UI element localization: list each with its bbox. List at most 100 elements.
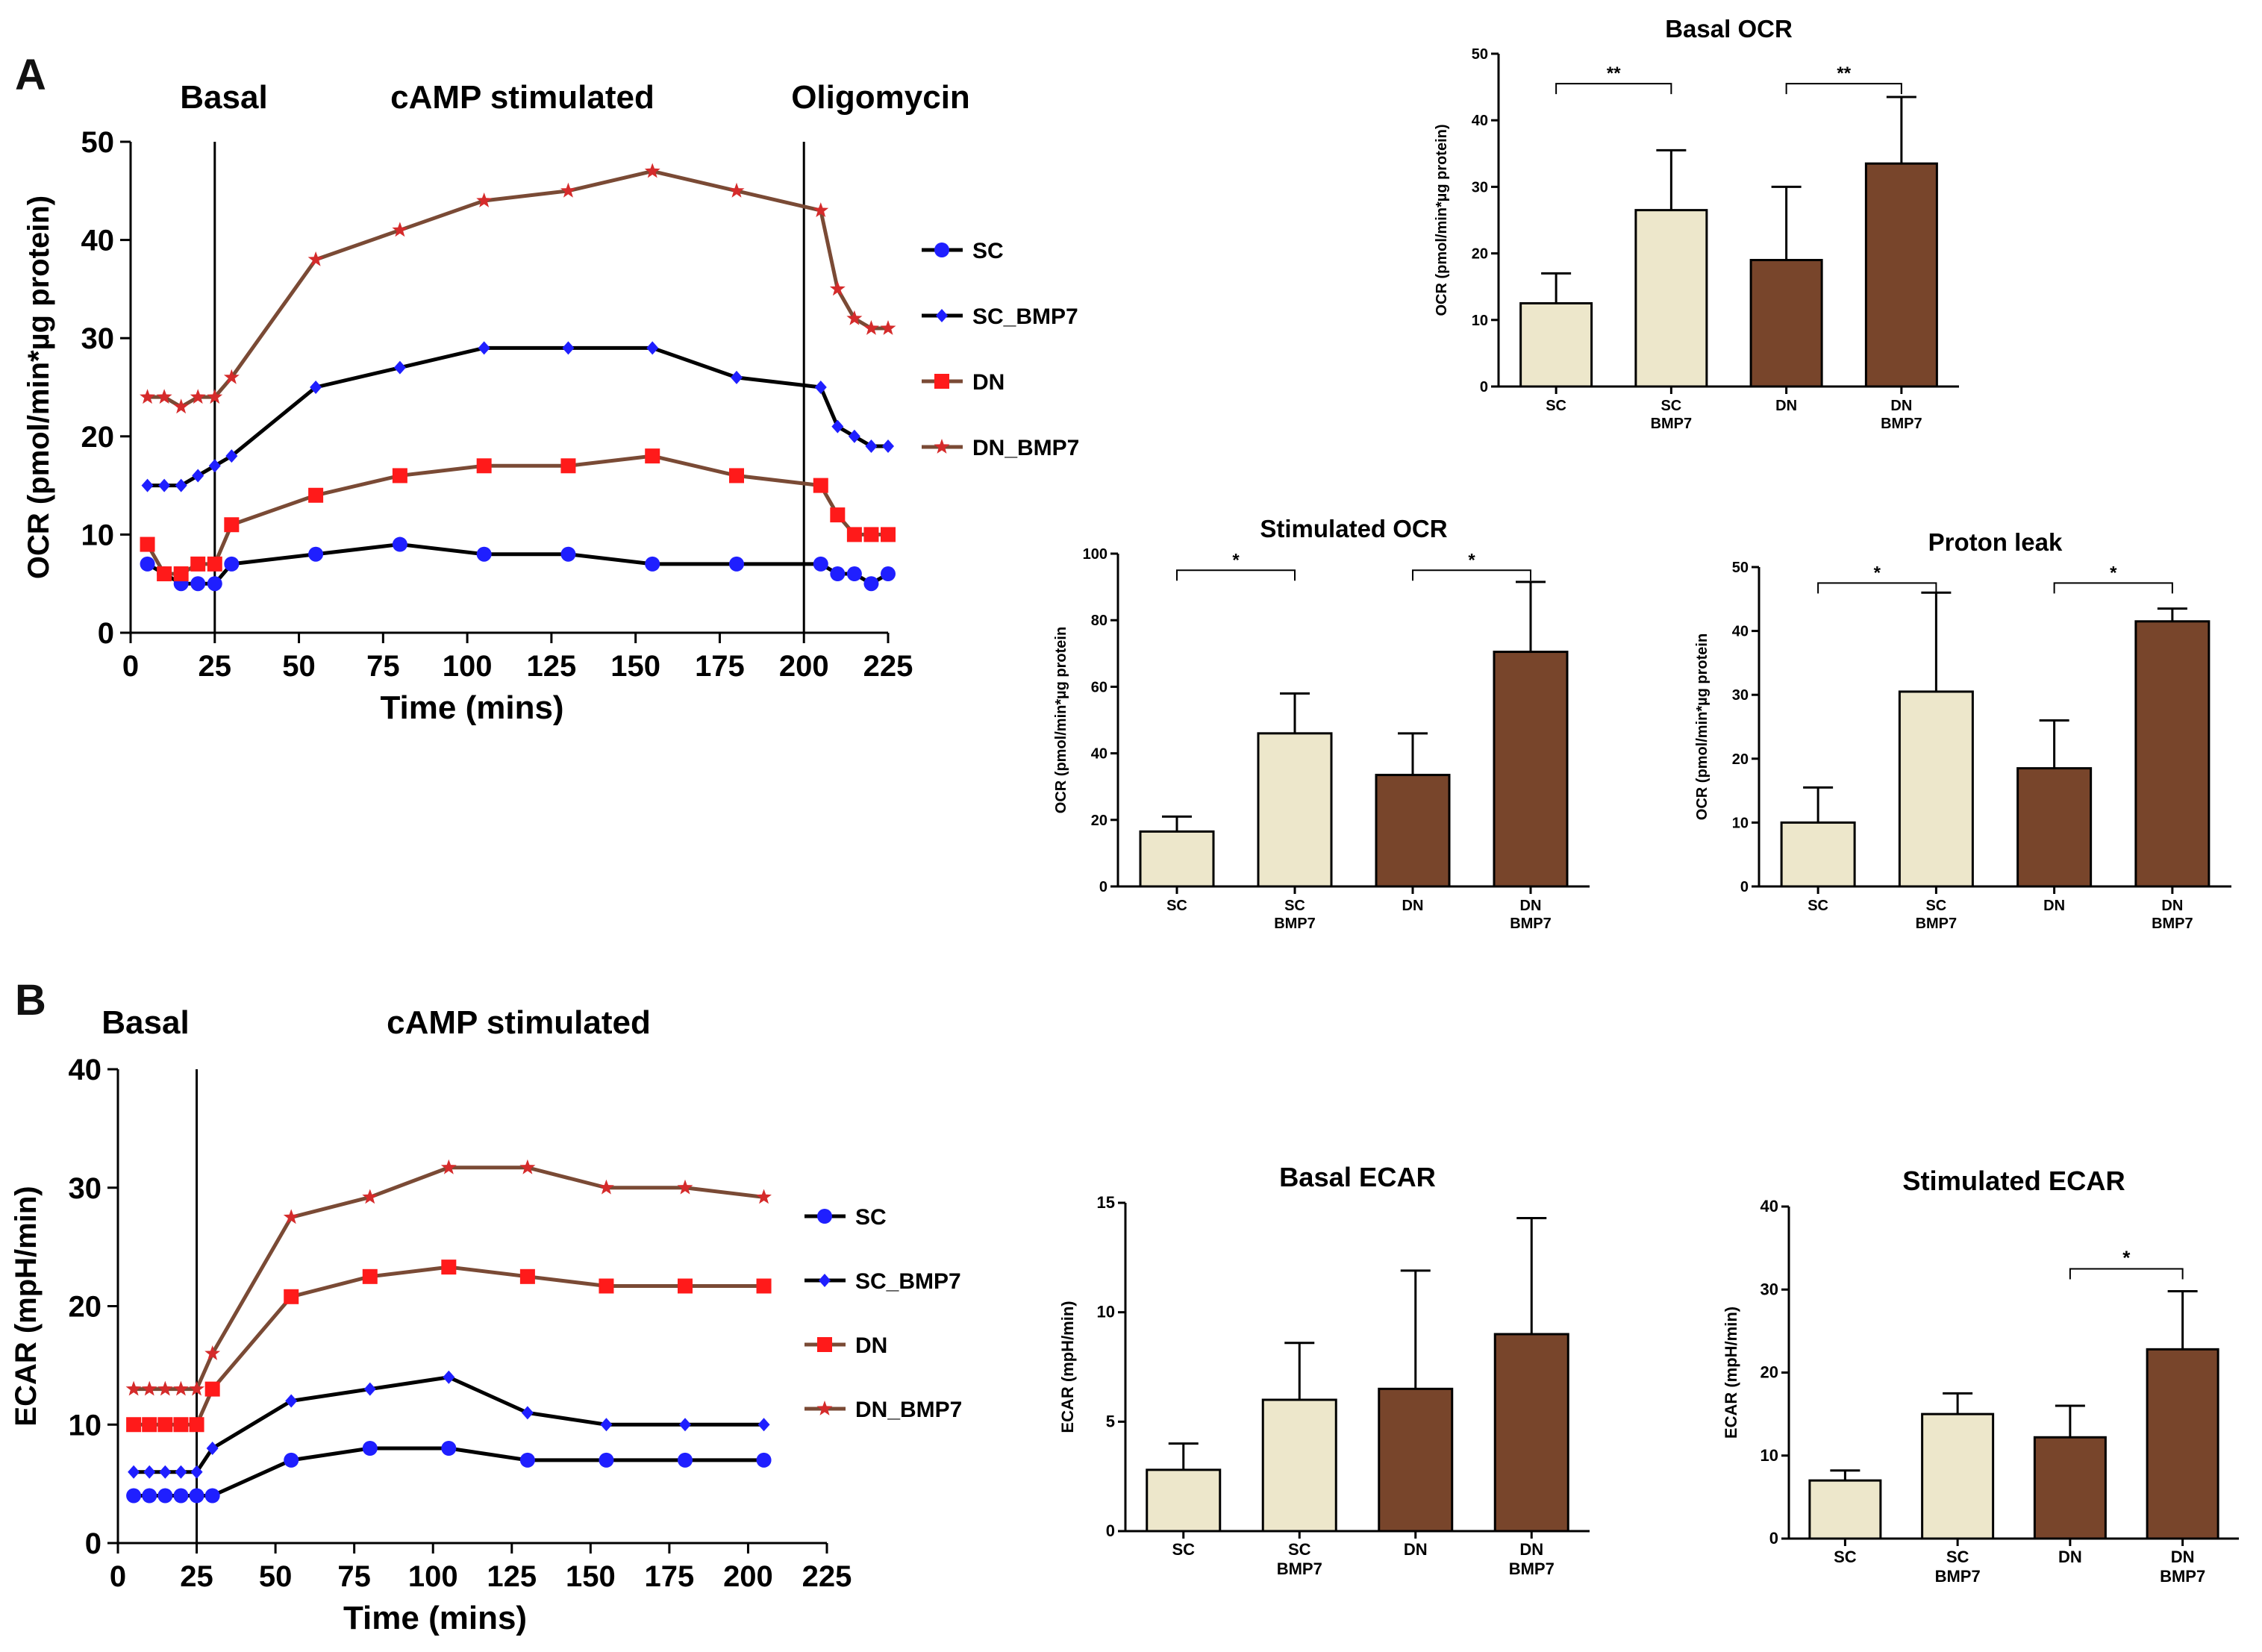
data-point (175, 478, 187, 492)
y-axis-title: OCR (pmol/min*µg protein) (22, 195, 55, 579)
legend-label: DN (855, 1333, 887, 1358)
data-point (813, 202, 829, 217)
data-point (190, 1465, 203, 1479)
data-point (224, 517, 240, 533)
data-point (362, 1441, 378, 1456)
data-point (478, 341, 490, 355)
legend-marker (936, 309, 948, 322)
legend-marker (817, 1209, 832, 1224)
y-tick-label: 20 (69, 1291, 102, 1324)
y-tick-label: 5 (1106, 1412, 1115, 1430)
data-point (830, 507, 846, 523)
bar (2033, 1436, 2107, 1540)
data-point (830, 566, 846, 582)
y-tick-label: 40 (81, 225, 115, 257)
bar (1375, 774, 1451, 888)
y-axis-title: ECAR (mpH/min) (1722, 1307, 1740, 1439)
x-tick-label: BMP7 (2152, 916, 2193, 932)
data-point (392, 468, 407, 484)
x-tick-label: 50 (259, 1560, 293, 1593)
bar (1257, 732, 1333, 888)
data-point (814, 381, 827, 394)
data-point (846, 527, 862, 542)
significance-label: * (2110, 563, 2117, 583)
data-point (443, 1370, 455, 1384)
data-point (189, 1380, 204, 1396)
significance-bracket (2069, 1268, 2184, 1280)
data-point (224, 556, 240, 572)
data-point (863, 527, 879, 542)
y-tick-label: 40 (1091, 746, 1107, 763)
phase-label: Basal (180, 79, 267, 116)
y-tick-label: 0 (1480, 379, 1488, 395)
bar (2134, 620, 2211, 888)
significance-bracket (1817, 582, 1937, 594)
y-tick-label: 100 (1083, 546, 1107, 563)
significance-bracket (1555, 83, 1672, 95)
data-point (125, 1380, 142, 1396)
data-point (677, 1179, 693, 1195)
data-point (140, 536, 155, 552)
data-point (204, 1381, 220, 1397)
chart-title: Proton leak (1928, 528, 2063, 556)
data-point (560, 458, 576, 474)
chart-title: Stimulated ECAR (1902, 1166, 2125, 1196)
x-tick-label: BMP7 (1935, 1567, 1981, 1586)
y-axis-title: OCR (pmol/min*µg protein) (1434, 124, 1450, 316)
y-tick-label: 10 (1472, 313, 1488, 329)
series-sc-bmp7 (141, 341, 894, 492)
x-tick-label: SC (1288, 1540, 1311, 1559)
data-point (159, 1465, 172, 1479)
data-point (678, 1452, 693, 1468)
data-point (846, 310, 863, 325)
data-point (207, 576, 222, 592)
bar (1493, 651, 1569, 888)
data-point (225, 449, 238, 463)
data-point (157, 566, 172, 582)
data-point (645, 556, 660, 572)
data-point (307, 251, 324, 266)
x-tick-label: DN (2058, 1548, 2082, 1566)
data-point (284, 1452, 299, 1468)
legend-marker (934, 439, 950, 454)
panel-a-label: A (15, 51, 46, 99)
data-point (882, 439, 894, 453)
data-point (441, 1260, 457, 1275)
data-point (173, 1488, 189, 1504)
bar (1519, 302, 1593, 388)
x-tick-label: SC (1660, 398, 1681, 414)
panel-b-label: B (15, 976, 46, 1024)
bar (2146, 1348, 2219, 1540)
data-point (206, 1442, 219, 1455)
data-point (865, 439, 878, 453)
x-tick-label: 150 (566, 1560, 616, 1593)
bar (1780, 821, 1856, 888)
data-point (140, 556, 155, 572)
data-point (143, 1465, 156, 1479)
series-line (134, 1265, 764, 1427)
x-tick-label: SC (1946, 1548, 1969, 1566)
significance-bracket (1412, 569, 1531, 581)
x-tick-label: BMP7 (1509, 1559, 1555, 1578)
data-point (729, 556, 744, 572)
chart-title: Stimulated OCR (1260, 515, 1447, 542)
data-point (190, 576, 206, 592)
data-point (813, 556, 828, 572)
x-tick-label: BMP7 (1274, 916, 1316, 932)
y-tick-label: 40 (69, 1054, 102, 1086)
data-point (128, 1465, 140, 1479)
y-tick-label: 60 (1091, 679, 1107, 695)
x-tick-label: BMP7 (1510, 916, 1552, 932)
series-dn (140, 448, 896, 582)
legend-marker (817, 1337, 832, 1352)
data-point (846, 566, 862, 582)
data-point (142, 1488, 157, 1504)
data-point (599, 1179, 614, 1195)
data-point (190, 389, 206, 404)
y-tick-label: 30 (81, 322, 115, 355)
data-point (363, 1382, 376, 1396)
data-point (223, 369, 240, 384)
series-line (147, 169, 888, 409)
